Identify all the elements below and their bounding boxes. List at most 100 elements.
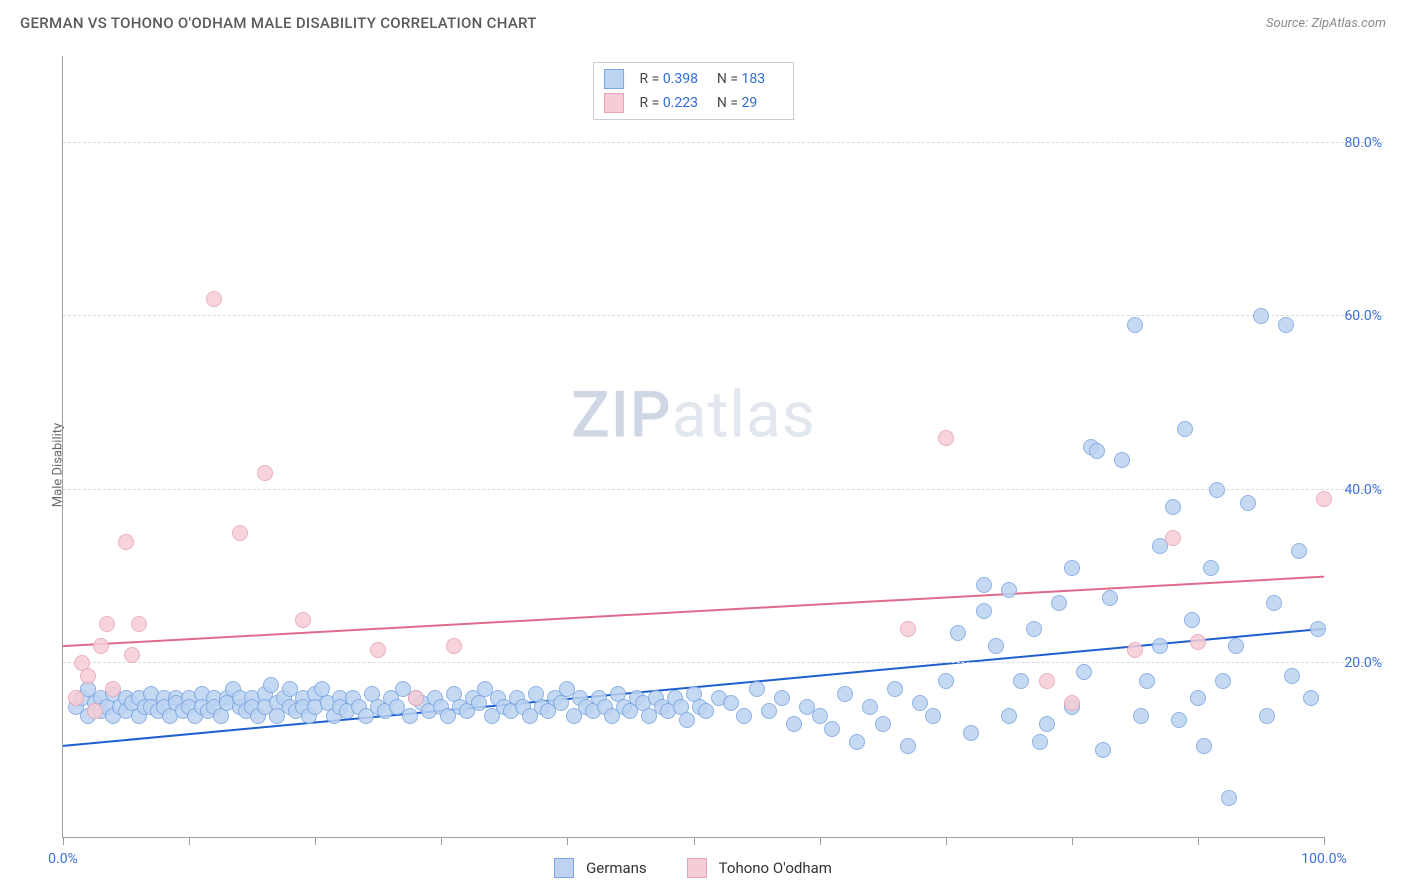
xtick <box>1324 837 1325 845</box>
scatter-point-germans <box>1184 612 1200 628</box>
scatter-point-germans <box>1171 712 1187 728</box>
scatter-point-tohono <box>105 681 121 697</box>
scatter-point-tohono <box>1316 491 1332 507</box>
scatter-point-germans <box>976 603 992 619</box>
scatter-point-germans <box>900 738 916 754</box>
scatter-point-germans <box>1032 734 1048 750</box>
scatter-point-germans <box>1152 638 1168 654</box>
watermark-bold: ZIP <box>571 378 672 453</box>
scatter-point-germans <box>950 625 966 641</box>
scatter-point-germans <box>1278 317 1294 333</box>
scatter-point-germans <box>1253 308 1269 324</box>
xtick <box>441 837 442 845</box>
stats-legend-box: R = 0.398 N = 183 R = 0.223 N = 29 <box>593 62 795 120</box>
scatter-point-germans <box>1165 499 1181 515</box>
scatter-point-germans <box>1026 621 1042 637</box>
scatter-point-germans <box>824 721 840 737</box>
source-label: Source: <box>1266 16 1308 31</box>
scatter-point-germans <box>875 716 891 732</box>
scatter-point-germans <box>1001 708 1017 724</box>
scatter-point-tohono <box>1064 695 1080 711</box>
stat-n-label: N = <box>717 71 738 87</box>
scatter-point-germans <box>1114 452 1130 468</box>
scatter-point-germans <box>1013 673 1029 689</box>
scatter-point-germans <box>749 681 765 697</box>
legend-label-germans: Germans <box>586 859 647 877</box>
scatter-point-tohono <box>1039 673 1055 689</box>
bottom-legend: Germans Tohono O'odham <box>62 858 1324 878</box>
scatter-point-tohono <box>93 638 109 654</box>
scatter-point-germans <box>1228 638 1244 654</box>
scatter-point-tohono <box>131 616 147 632</box>
scatter-point-tohono <box>257 465 273 481</box>
scatter-point-germans <box>1051 595 1067 611</box>
scatter-point-germans <box>1209 482 1225 498</box>
watermark-rest: atlas <box>672 378 816 453</box>
scatter-point-tohono <box>206 291 222 307</box>
ytick-label: 60.0% <box>1344 308 1382 324</box>
scatter-point-germans <box>1001 582 1017 598</box>
scatter-point-germans <box>1127 317 1143 333</box>
xtick <box>63 837 64 845</box>
source-credit: Source: ZipAtlas.com <box>1266 16 1386 31</box>
scatter-point-tohono <box>232 525 248 541</box>
scatter-point-germans <box>679 712 695 728</box>
scatter-point-germans <box>761 703 777 719</box>
scatter-point-tohono <box>87 703 103 719</box>
scatter-point-germans <box>1064 560 1080 576</box>
stat-n-germans: 183 <box>741 71 783 87</box>
chart-container: Male Disability ZIPatlas R = 0.398 N = 1… <box>20 48 1386 882</box>
gridline <box>63 315 1384 316</box>
legend-item-germans: Germans <box>554 858 647 878</box>
scatter-point-germans <box>812 708 828 724</box>
scatter-point-germans <box>1095 742 1111 758</box>
xtick <box>820 837 821 845</box>
chart-title: GERMAN VS TOHONO O'ODHAM MALE DISABILITY… <box>20 14 537 32</box>
gridline <box>63 489 1384 490</box>
watermark: ZIPatlas <box>571 378 816 453</box>
scatter-point-tohono <box>68 690 84 706</box>
xtick <box>567 837 568 845</box>
scatter-point-tohono <box>118 534 134 550</box>
scatter-point-germans <box>698 703 714 719</box>
ytick-label: 20.0% <box>1344 655 1382 671</box>
xtick <box>1072 837 1073 845</box>
trend-line <box>63 577 1324 646</box>
scatter-point-germans <box>837 686 853 702</box>
stats-row-tohono: R = 0.223 N = 29 <box>604 91 784 115</box>
scatter-point-germans <box>1089 443 1105 459</box>
swatch-tohono <box>604 93 624 113</box>
scatter-point-germans <box>723 695 739 711</box>
scatter-point-germans <box>1133 708 1149 724</box>
scatter-point-germans <box>1259 708 1275 724</box>
stat-n-tohono: 29 <box>741 95 783 111</box>
scatter-point-germans <box>887 681 903 697</box>
scatter-point-germans <box>925 708 941 724</box>
scatter-point-germans <box>774 690 790 706</box>
scatter-point-germans <box>1196 738 1212 754</box>
source-value: ZipAtlas.com <box>1311 16 1386 31</box>
scatter-point-germans <box>786 716 802 732</box>
ytick-label: 40.0% <box>1344 482 1382 498</box>
scatter-point-germans <box>1076 664 1092 680</box>
scatter-point-germans <box>1266 595 1282 611</box>
scatter-plot: ZIPatlas R = 0.398 N = 183 R = 0.223 N =… <box>62 56 1324 838</box>
scatter-point-tohono <box>938 430 954 446</box>
scatter-point-germans <box>849 734 865 750</box>
swatch-germans <box>604 69 624 89</box>
scatter-point-tohono <box>408 690 424 706</box>
scatter-point-germans <box>1221 790 1237 806</box>
scatter-point-germans <box>988 638 1004 654</box>
legend-label-tohono: Tohono O'odham <box>719 859 832 877</box>
scatter-point-germans <box>976 577 992 593</box>
legend-item-tohono: Tohono O'odham <box>687 858 832 878</box>
scatter-point-germans <box>1240 495 1256 511</box>
scatter-point-germans <box>1203 560 1219 576</box>
scatter-point-tohono <box>370 642 386 658</box>
scatter-point-tohono <box>1165 530 1181 546</box>
scatter-point-tohono <box>99 616 115 632</box>
stat-r-label-2: R = <box>640 95 660 111</box>
scatter-point-tohono <box>446 638 462 654</box>
scatter-point-germans <box>1039 716 1055 732</box>
xtick <box>1198 837 1199 845</box>
